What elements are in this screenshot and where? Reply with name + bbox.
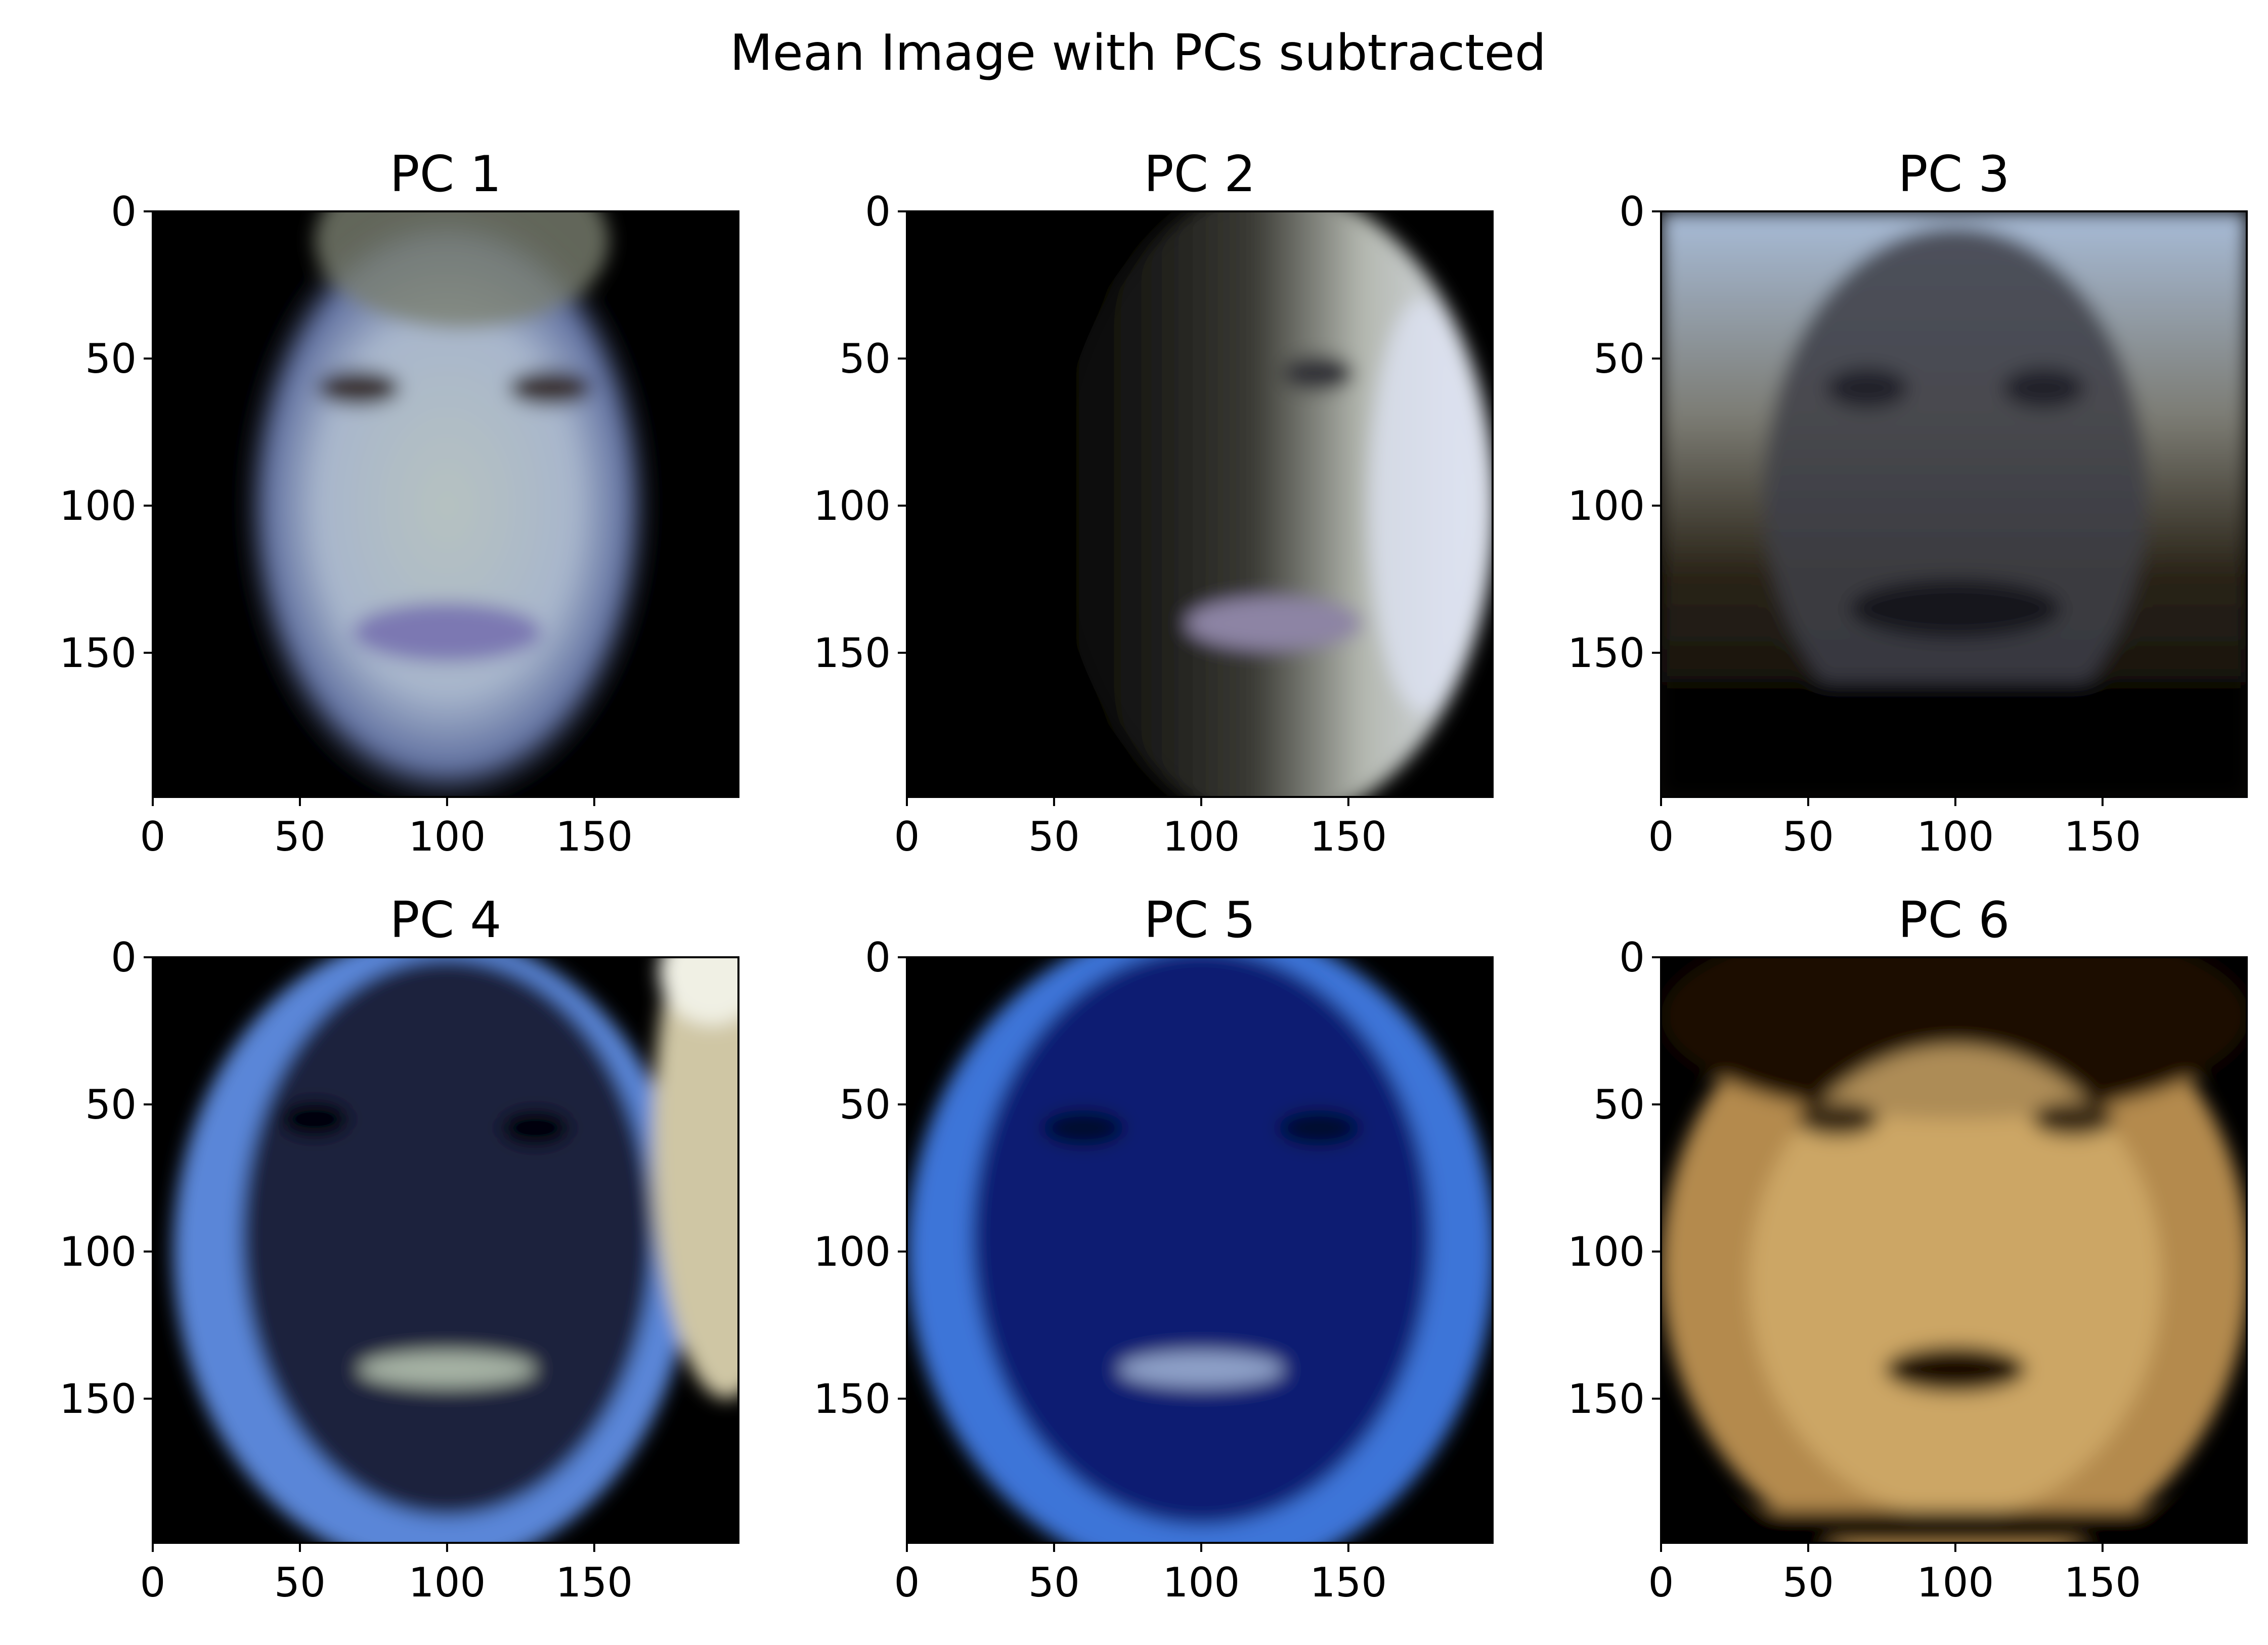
x-tick-label: 100	[1917, 1559, 1994, 1606]
x-tick-label: 150	[2064, 813, 2142, 860]
panel-title: PC 5	[1144, 892, 1255, 949]
panel-image	[153, 869, 800, 1569]
x-tick-label: 100	[1163, 813, 1240, 860]
panel-6: PC 6 0 50 100 150 0 50 100 150	[1567, 892, 2250, 1606]
y-tick-label: 100	[59, 482, 137, 529]
y-tick-label: 0	[111, 934, 137, 981]
panel-1: PC 1 0 50 100 150 0 50 100 150	[59, 146, 738, 860]
x-tick-label: 150	[556, 1559, 633, 1606]
y-tick-label: 100	[1567, 1228, 1645, 1275]
y-tick-label: 0	[111, 188, 137, 235]
x-tick-label: 50	[1028, 813, 1080, 860]
panel-3: PC 3 0 50 100 150 0 50 100 150	[1567, 146, 2247, 860]
panel-title: PC 2	[1144, 146, 1255, 203]
y-tick-label: 50	[1593, 1081, 1645, 1128]
x-tick-label: 0	[140, 1559, 166, 1606]
panel-2: PC 2 0 50 100 150 0 50 100 150	[813, 146, 1496, 860]
y-tick-label: 0	[1619, 188, 1645, 235]
panel-5: PC 5 0 50 100 150 0 50 100 150	[813, 892, 1496, 1606]
x-tick-label: 0	[894, 813, 920, 860]
x-tick-label: 150	[556, 813, 633, 860]
x-tick-label: 0	[894, 1559, 920, 1606]
panels-grid: PC 1 0 50 100 150 0 50 100 150 PC 2 0 50 100 150 0 50 10…	[59, 146, 2250, 1606]
x-tick-label: 100	[1163, 1559, 1240, 1606]
y-tick-label: 100	[1567, 482, 1645, 529]
panel-title: PC 1	[389, 146, 501, 203]
panel-image	[153, 153, 738, 815]
x-tick-label: 100	[409, 813, 486, 860]
y-tick-label: 50	[839, 335, 891, 382]
y-tick-label: 50	[85, 335, 137, 382]
x-tick-label: 0	[1648, 813, 1674, 860]
y-tick-label: 100	[813, 1228, 891, 1275]
y-tick-label: 150	[1567, 630, 1645, 677]
y-tick-label: 50	[85, 1081, 137, 1128]
x-tick-label: 150	[2064, 1559, 2142, 1606]
x-tick-label: 0	[140, 813, 166, 860]
y-tick-label: 0	[1619, 934, 1645, 981]
x-tick-label: 50	[1782, 1559, 1834, 1606]
panel-image	[1661, 913, 2250, 1575]
x-tick-label: 100	[409, 1559, 486, 1606]
x-tick-label: 150	[1310, 1559, 1387, 1606]
panel-image	[907, 188, 1496, 823]
panel-title: PC 4	[389, 892, 501, 949]
y-tick-label: 50	[839, 1081, 891, 1128]
x-tick-label: 100	[1917, 813, 1994, 860]
y-tick-label: 0	[865, 188, 891, 235]
x-tick-label: 50	[1028, 1559, 1080, 1606]
y-tick-label: 150	[59, 630, 137, 677]
panel-title: PC 3	[1898, 146, 2010, 203]
y-tick-label: 0	[865, 934, 891, 981]
y-tick-label: 150	[1567, 1375, 1645, 1422]
panel-image	[907, 922, 1496, 1581]
panel-4: PC 4 0 50 100 150 0 50 100 150	[59, 869, 800, 1606]
y-tick-label: 100	[59, 1228, 137, 1275]
y-tick-label: 150	[813, 1375, 891, 1422]
x-tick-label: 50	[274, 813, 326, 860]
x-tick-label: 50	[274, 1559, 326, 1606]
y-tick-label: 50	[1593, 335, 1645, 382]
x-tick-label: 50	[1782, 813, 1834, 860]
panel-title: PC 6	[1898, 892, 2010, 949]
x-tick-label: 150	[1310, 813, 1387, 860]
y-tick-label: 100	[813, 482, 891, 529]
x-tick-label: 0	[1648, 1559, 1674, 1606]
panel-image	[1661, 211, 2247, 797]
figure-title: Mean Image with PCs subtracted	[730, 24, 1546, 82]
y-tick-label: 150	[59, 1375, 137, 1422]
y-tick-label: 150	[813, 630, 891, 677]
